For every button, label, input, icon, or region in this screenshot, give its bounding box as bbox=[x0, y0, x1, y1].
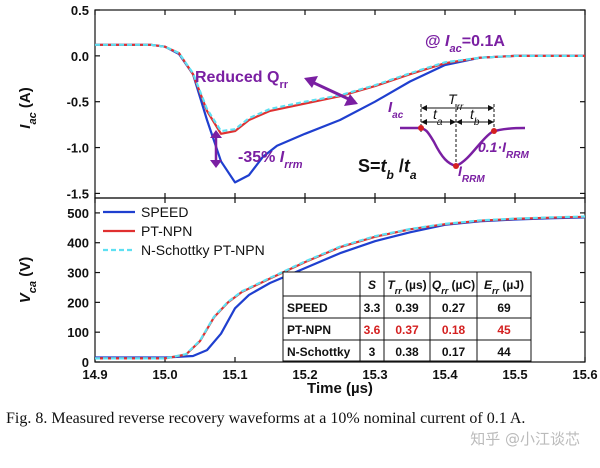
inset-schematic: Iac Trr ta tb 0.1·IRRM IRRM S=tb /ta bbox=[358, 91, 529, 185]
series-line-speed bbox=[95, 43, 585, 184]
top-ticks: 0.5 0.0 -0.5 -1.0 -1.5 bbox=[67, 3, 586, 201]
legend-label: N-Schottky PT-NPN bbox=[141, 242, 265, 258]
bottom-panel: 14.9 15.0 15.1 15.2 15.3 15.4 15.5 15.6 0 100 200 3… bbox=[17, 197, 598, 397]
series-line-n-schottky-pt-npn bbox=[95, 43, 585, 133]
y-tick-label: 200 bbox=[67, 295, 89, 310]
bottom-ylabel: Vca (V) bbox=[17, 257, 39, 303]
inset-01irrm-label: 0.1·IRRM bbox=[478, 139, 529, 161]
table-cell: 0.27 bbox=[442, 301, 466, 315]
top-ylabel: Iac (A) bbox=[17, 87, 39, 128]
bottom-series bbox=[95, 215, 586, 360]
y-tick-label: -1.0 bbox=[67, 141, 89, 156]
peak-annotation: -35% Irrm bbox=[238, 149, 303, 171]
figure: 0.5 0.0 -0.5 -1.0 -1.5 Iac (A) @ Iac=0.1A Re… bbox=[17, 3, 598, 397]
inset-ta-label: ta bbox=[433, 106, 443, 128]
table-frame bbox=[282, 271, 532, 362]
table-row-label: SPEED bbox=[287, 301, 328, 315]
data-table: S Trr (µs) Qrr (µC) Err (µJ) SPEED 3.3 0.39 0.2… bbox=[282, 271, 532, 362]
table-cell: 69 bbox=[497, 301, 511, 315]
table-cell: 0.17 bbox=[442, 345, 466, 359]
table-cell: 45 bbox=[497, 323, 511, 337]
x-tick-label: 14.9 bbox=[82, 367, 107, 382]
top-plot-frame bbox=[94, 9, 586, 199]
legend: SPEED PT-NPN N-Schottky PT-NPN bbox=[103, 204, 265, 258]
y-tick-label: -1.5 bbox=[67, 186, 89, 201]
y-tick-label: 0 bbox=[82, 355, 89, 370]
y-tick-label: 100 bbox=[67, 325, 89, 340]
bottom-plot-frame bbox=[94, 197, 586, 363]
y-tick-label: 500 bbox=[67, 206, 89, 221]
inset-tb-label: tb bbox=[470, 106, 480, 128]
table-cell: 3.6 bbox=[364, 323, 381, 337]
peak-arrow bbox=[210, 130, 222, 168]
table-row-label: N-Schottky bbox=[287, 345, 351, 359]
formula-label: S=tb /ta bbox=[358, 156, 417, 182]
table-header-cell: Err (µJ) bbox=[484, 278, 524, 296]
reduced-arrow bbox=[304, 76, 358, 106]
legend-label: PT-NPN bbox=[141, 223, 192, 239]
watermark: 知乎 @小江谈芯 bbox=[470, 430, 580, 448]
y-tick-label: 400 bbox=[67, 236, 89, 251]
y-tick-label: -0.5 bbox=[67, 95, 89, 110]
x-tick-label: 15.3 bbox=[362, 367, 387, 382]
inset-iac-label: Iac bbox=[388, 99, 404, 121]
inset-point-end bbox=[491, 128, 497, 134]
inset-point-peak bbox=[453, 163, 459, 169]
y-tick-label: 0.0 bbox=[71, 49, 89, 64]
figure-caption: Fig. 8. Measured reverse recovery wavefo… bbox=[6, 410, 526, 427]
table-cell: 3.3 bbox=[364, 301, 381, 315]
table-header-cell: Qrr (µC) bbox=[432, 278, 475, 296]
series-line-n-schottky-pt-npn bbox=[95, 215, 586, 360]
table-row-label: PT-NPN bbox=[287, 323, 331, 337]
table-cell: 44 bbox=[497, 345, 511, 359]
y-tick-label: 0.5 bbox=[71, 3, 89, 18]
table-cell: 0.18 bbox=[442, 323, 466, 337]
condition-annotation: @ Iac=0.1A bbox=[425, 33, 505, 55]
x-tick-label: 15.4 bbox=[432, 367, 458, 382]
x-tick-label: 15.6 bbox=[572, 367, 597, 382]
table-cell: 0.39 bbox=[395, 301, 419, 315]
reduced-qrr-annotation: Reduced Qrr bbox=[195, 69, 289, 91]
table-cell: 0.38 bbox=[395, 345, 419, 359]
inset-point-start bbox=[418, 125, 424, 131]
x-tick-label: 15.2 bbox=[292, 367, 317, 382]
table-header-cell: S bbox=[368, 278, 376, 292]
table-cell: 0.37 bbox=[395, 323, 419, 337]
bottom-xlabel: Time (µs) bbox=[307, 380, 373, 397]
y-tick-label: 300 bbox=[67, 266, 89, 281]
bottom-ticks: 14.9 15.0 15.1 15.2 15.3 15.4 15.5 15.6 0 100 200 3… bbox=[67, 198, 598, 382]
table-header-cell: Trr (µs) bbox=[387, 278, 426, 296]
table-cell: 3 bbox=[369, 345, 376, 359]
top-series bbox=[95, 43, 585, 184]
legend-label: SPEED bbox=[141, 204, 188, 220]
top-panel: 0.5 0.0 -0.5 -1.0 -1.5 Iac (A) @ Iac=0.1A Re… bbox=[17, 3, 586, 201]
x-tick-label: 15.1 bbox=[222, 367, 247, 382]
x-tick-label: 15.5 bbox=[502, 367, 527, 382]
inset-irrm-label: IRRM bbox=[458, 163, 485, 185]
x-tick-label: 15.0 bbox=[152, 367, 177, 382]
inset-trr-label: Trr bbox=[448, 91, 464, 113]
